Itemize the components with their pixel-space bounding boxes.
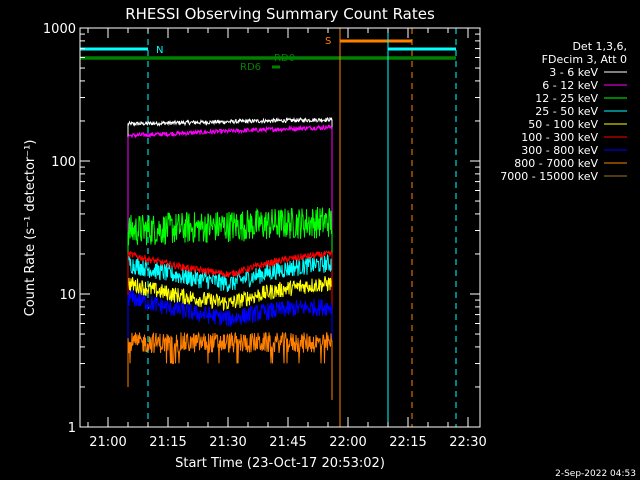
legend-entry-label: 300 - 800 keV	[521, 144, 598, 157]
series-line	[127, 124, 333, 400]
series-line	[127, 253, 333, 400]
y-axis-label: Count Rate (s⁻¹ detector⁻¹)	[23, 140, 38, 317]
x-tick-label: 21:30	[209, 435, 246, 450]
y-tick-label: 1	[68, 421, 76, 436]
flag-label-RD6: RD6	[240, 62, 261, 73]
x-tick-label: 22:15	[389, 435, 426, 450]
series-line	[127, 206, 333, 400]
y-tick-label: 10	[59, 288, 76, 303]
y-tick-label: 1000	[43, 22, 76, 37]
x-tick-label: 22:00	[329, 435, 366, 450]
x-axis-label: Start Time (23-Oct-17 20:53:02)	[175, 456, 385, 471]
series-line	[127, 250, 333, 400]
legend-entry-label: 3 - 6 keV	[549, 66, 598, 79]
x-tick-label: 21:45	[269, 435, 306, 450]
legend-header: FDecim 3, Att 0	[542, 53, 627, 66]
series-line	[127, 275, 333, 400]
plot-frame	[79, 27, 481, 428]
legend-header: Det 1,3,6,	[572, 40, 627, 53]
x-tick-label: 21:15	[149, 435, 186, 450]
series-line	[127, 290, 333, 400]
legend-entry-label: 12 - 25 keV	[535, 92, 598, 105]
footer-timestamp: 2-Sep-2022 04:53	[555, 469, 636, 479]
x-tick-label: 21:00	[89, 435, 126, 450]
chart-title: RHESSI Observing Summary Count Rates	[125, 5, 435, 23]
flag-label-RD0: RD0	[274, 53, 295, 64]
flag-bars: N S RD0 RD6	[80, 36, 456, 73]
legend-entry-label: 100 - 300 keV	[521, 131, 598, 144]
series-line	[127, 331, 333, 400]
legend-entry-label: 7000 - 15000 keV	[500, 170, 598, 183]
y-axis-ticks: 1 10 100 1000	[43, 22, 480, 436]
flag-label-S: S	[325, 36, 331, 47]
legend-entry-label: 25 - 50 keV	[535, 105, 598, 118]
y-tick-label: 100	[51, 155, 76, 170]
x-tick-label: 22:30	[449, 435, 486, 450]
x-axis-ticks: 21:00 21:15 21:30 21:45 22:00 22:15 22:30	[87, 28, 487, 450]
legend-entry-label: 6 - 12 keV	[542, 79, 598, 92]
series-line	[127, 116, 333, 400]
legend-entry-label: 50 - 100 keV	[528, 118, 598, 131]
legend-entry-label: 800 - 7000 keV	[514, 157, 598, 170]
flag-label-N: N	[156, 45, 163, 56]
series-lines	[127, 116, 333, 400]
